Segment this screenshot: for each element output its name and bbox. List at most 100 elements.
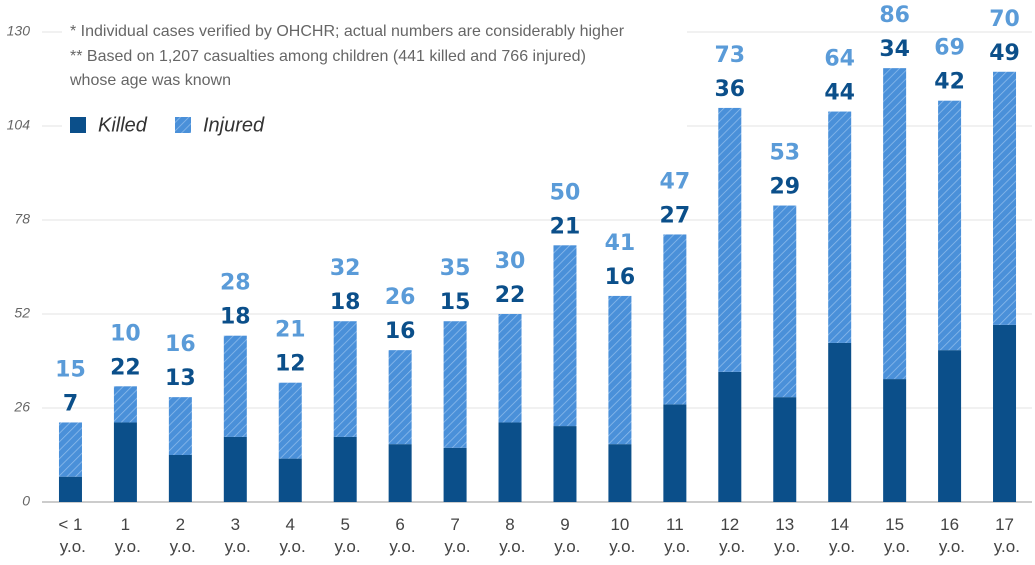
data-label: 16 — [385, 319, 416, 344]
bar-segment — [333, 436, 357, 502]
bar-segment — [113, 422, 137, 502]
bar-segment — [718, 371, 742, 502]
data-label: 73 — [714, 43, 745, 68]
bar-segment — [993, 324, 1017, 502]
data-label: 13 — [165, 366, 196, 391]
bar-segment — [58, 476, 82, 502]
bar-segment — [168, 397, 192, 455]
data-label: 42 — [934, 70, 965, 95]
bar-segment — [113, 386, 137, 423]
x-tick-label: 2 y.o. — [165, 515, 196, 556]
bar-segment — [498, 422, 522, 502]
x-tick-label: 9 y.o. — [550, 515, 581, 556]
bar-segment — [168, 455, 192, 502]
bar-segment — [333, 321, 357, 437]
x-tick-label: 17 y.o. — [989, 515, 1020, 556]
data-label: 21 — [550, 214, 581, 239]
x-tick-label: 11 y.o. — [659, 515, 690, 556]
x-tick-label: 13 y.o. — [769, 515, 800, 556]
y-tick-label: 130 — [7, 23, 31, 39]
data-label: 49 — [989, 41, 1020, 66]
data-label: 30 — [495, 249, 526, 274]
data-label: 15 — [55, 357, 86, 382]
legend-swatch — [70, 117, 86, 133]
note: whose age was known — [69, 72, 231, 89]
x-tick-label: 15 y.o. — [879, 515, 910, 556]
data-label: 64 — [824, 47, 855, 72]
data-label: 28 — [220, 271, 251, 296]
data-label: 10 — [110, 321, 141, 346]
legend-label: Killed — [98, 114, 148, 136]
x-tick-label: 4 y.o. — [275, 515, 306, 556]
data-label: 36 — [714, 77, 745, 102]
data-label: 70 — [989, 7, 1020, 32]
bar-segment — [883, 379, 907, 502]
data-label: 41 — [605, 231, 636, 256]
data-label: 35 — [440, 256, 471, 281]
data-label: 47 — [660, 169, 691, 194]
bar-segment — [663, 234, 687, 405]
data-label: 12 — [275, 352, 306, 377]
bar-segment — [443, 321, 467, 448]
x-tick-label: 1 y.o. — [110, 515, 141, 556]
bar-segment — [388, 350, 412, 445]
data-label: 22 — [495, 283, 526, 308]
x-tick-label: 7 y.o. — [440, 515, 471, 556]
bar-segment — [498, 314, 522, 423]
data-label: 16 — [605, 265, 636, 290]
bar-segment — [278, 458, 302, 502]
note: * Individual cases verified by OHCHR; ac… — [70, 23, 625, 40]
bar-segment — [223, 335, 247, 437]
bar-segment — [58, 422, 82, 477]
legend-label: Injured — [203, 114, 265, 136]
bar-segment — [993, 71, 1017, 325]
bar-segment — [773, 205, 797, 398]
bar-segment — [883, 68, 907, 380]
data-label: 18 — [330, 290, 361, 315]
x-tick-label: 14 y.o. — [824, 515, 855, 556]
bar-segment — [608, 295, 632, 445]
x-tick-label: 8 y.o. — [495, 515, 526, 556]
y-tick-label: 26 — [13, 399, 30, 415]
data-label: 29 — [769, 175, 800, 200]
bar-segment — [223, 436, 247, 502]
bar-segment — [938, 100, 962, 351]
data-label: 16 — [165, 332, 196, 357]
bar-segment — [828, 342, 852, 502]
x-tick-label: 5 y.o. — [330, 515, 361, 556]
data-label: 27 — [660, 203, 691, 228]
x-tick-label: 10 y.o. — [604, 515, 635, 556]
y-tick-label: 52 — [14, 305, 30, 321]
data-label: 21 — [275, 318, 306, 343]
bar-segment — [828, 111, 852, 343]
data-label: 7 — [63, 391, 78, 416]
bar-segment — [938, 350, 962, 502]
bar-segment — [443, 447, 467, 502]
data-label: 44 — [824, 81, 855, 106]
x-tick-label: < 1 y.o. — [55, 515, 86, 556]
data-label: 86 — [879, 3, 910, 28]
bar-segment — [718, 107, 742, 372]
data-label: 26 — [385, 285, 416, 310]
data-label: 32 — [330, 256, 361, 281]
data-label: 34 — [879, 37, 910, 62]
data-label: 53 — [769, 141, 800, 166]
bar-segment — [553, 245, 577, 427]
notes-background — [62, 10, 687, 160]
x-tick-label: 16 y.o. — [934, 515, 965, 556]
y-tick-label: 78 — [14, 211, 30, 227]
data-label: 69 — [934, 36, 965, 61]
y-tick-label: 104 — [7, 117, 31, 133]
data-label: 50 — [550, 180, 581, 205]
x-tick-label: 6 y.o. — [385, 515, 416, 556]
note: ** Based on 1,207 casualties among child… — [70, 48, 586, 65]
bar-segment — [388, 444, 412, 502]
bar-segment — [553, 426, 577, 502]
data-label: 15 — [440, 290, 471, 315]
data-label: 18 — [220, 305, 251, 330]
y-tick-label: 0 — [22, 493, 30, 509]
bar-segment — [278, 382, 302, 459]
legend-swatch — [175, 117, 191, 133]
bar-segment — [608, 444, 632, 502]
